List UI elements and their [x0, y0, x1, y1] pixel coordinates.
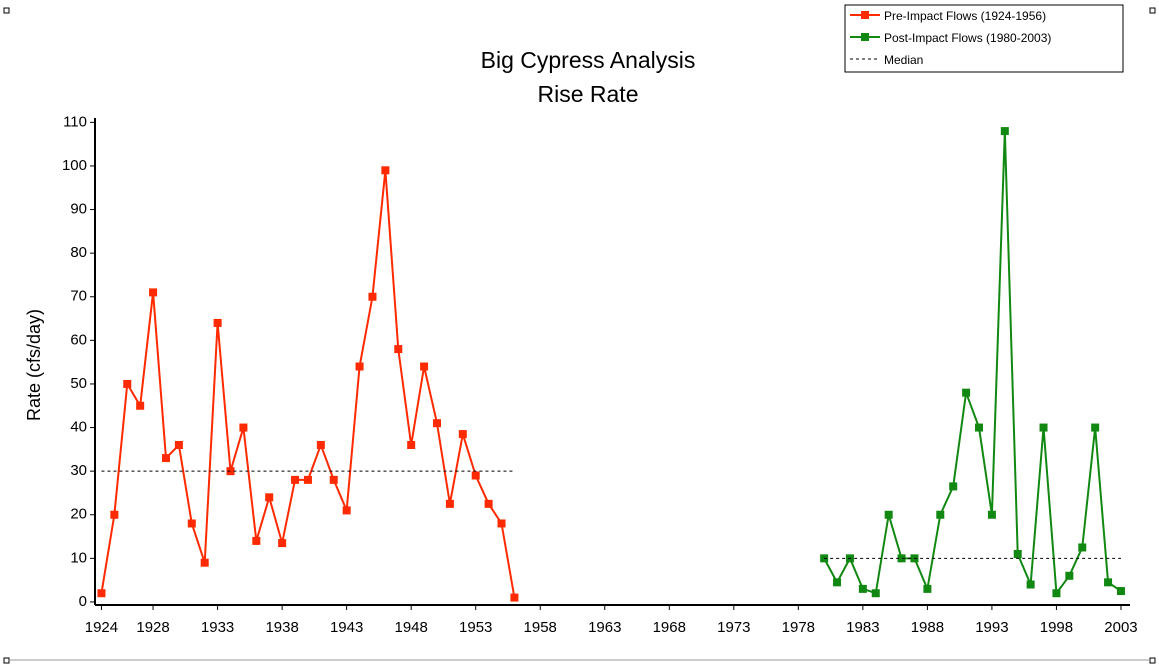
point [1000, 127, 1009, 136]
y-tick-label: 10 [70, 549, 87, 566]
point [871, 589, 880, 598]
point [239, 423, 248, 432]
point [149, 288, 158, 297]
point [136, 401, 145, 410]
y-tick-label: 80 [70, 244, 87, 261]
point [394, 345, 403, 354]
point [471, 471, 480, 480]
point [316, 440, 325, 449]
point [355, 362, 364, 371]
legend [844, 4, 1124, 73]
point [1013, 549, 1022, 558]
point [161, 454, 170, 463]
corner [1149, 657, 1156, 664]
corner [1149, 7, 1156, 14]
point [187, 519, 196, 528]
y-tick-label: 40 [70, 419, 87, 436]
x-tick-label: 1924 [85, 619, 118, 636]
point [329, 475, 338, 484]
point [962, 388, 971, 397]
point [342, 506, 351, 515]
point [278, 539, 287, 548]
point [975, 423, 984, 432]
point [432, 419, 441, 428]
y-tick-label: 70 [70, 288, 87, 305]
point [174, 440, 183, 449]
x-tick-label: 1963 [588, 619, 621, 636]
y-tick-label: 60 [70, 331, 87, 348]
point [1116, 587, 1125, 596]
series-line [823, 131, 1122, 596]
x-tick-label: 1948 [394, 619, 427, 636]
point [497, 519, 506, 528]
legend-label: Median [884, 53, 923, 67]
point [949, 482, 958, 491]
corner [3, 7, 10, 14]
point [252, 536, 261, 545]
x-tick-label: 1958 [524, 619, 557, 636]
x-tick-label: 2003 [1104, 619, 1137, 636]
point [510, 593, 519, 602]
x-tick-label: 1938 [265, 619, 298, 636]
point [110, 510, 119, 519]
x-tick-label: 1953 [459, 619, 492, 636]
point [200, 558, 209, 567]
point [923, 584, 932, 593]
point [936, 510, 945, 519]
y-tick-label: 50 [70, 375, 87, 392]
point [123, 379, 132, 388]
point [858, 584, 867, 593]
point [303, 475, 312, 484]
chart-title: Big Cypress Analysis [481, 47, 696, 73]
point [291, 475, 300, 484]
point [97, 589, 106, 598]
point [897, 554, 906, 563]
point [884, 510, 893, 519]
point [420, 362, 429, 371]
x-tick-label: 1998 [1040, 619, 1073, 636]
point [458, 430, 467, 439]
chart-subtitle: Rise Rate [538, 81, 639, 107]
x-tick-label: 1978 [782, 619, 815, 636]
x-tick-label: 1973 [717, 619, 750, 636]
point [381, 166, 390, 175]
x-tick-label: 1968 [653, 619, 686, 636]
point [445, 499, 454, 508]
point [226, 467, 235, 476]
y-tick-label: 30 [70, 462, 87, 479]
point [1065, 571, 1074, 580]
point [213, 318, 222, 327]
y-tick-label: 90 [70, 201, 87, 218]
x-tick-label: 1943 [330, 619, 363, 636]
series-line [100, 170, 516, 598]
point [407, 440, 416, 449]
y-tick-label: 110 [63, 113, 87, 130]
point [368, 292, 377, 301]
legend-swatch [861, 11, 869, 19]
corner [3, 657, 10, 664]
legend-label: Post-Impact Flows (1980-2003) [884, 31, 1051, 45]
point [987, 510, 996, 519]
point [1078, 543, 1087, 552]
point [1026, 580, 1035, 589]
x-tick-label: 1983 [846, 619, 879, 636]
x-tick-label: 1993 [975, 619, 1008, 636]
point [833, 578, 842, 587]
legend-label: Pre-Impact Flows (1924-1956) [884, 9, 1046, 23]
y-tick-label: 0 [79, 593, 87, 610]
y-axis-label: Rate (cfs/day) [24, 309, 44, 421]
x-tick-label: 1988 [911, 619, 944, 636]
point [1039, 423, 1048, 432]
x-tick-label: 1928 [136, 619, 169, 636]
point [1104, 578, 1113, 587]
point [265, 493, 274, 502]
point [1052, 589, 1061, 598]
x-tick-label: 1933 [201, 619, 234, 636]
y-tick-label: 20 [70, 506, 87, 523]
point [1091, 423, 1100, 432]
legend-swatch [861, 33, 869, 41]
y-tick-label: 100 [62, 157, 87, 174]
point [484, 499, 493, 508]
